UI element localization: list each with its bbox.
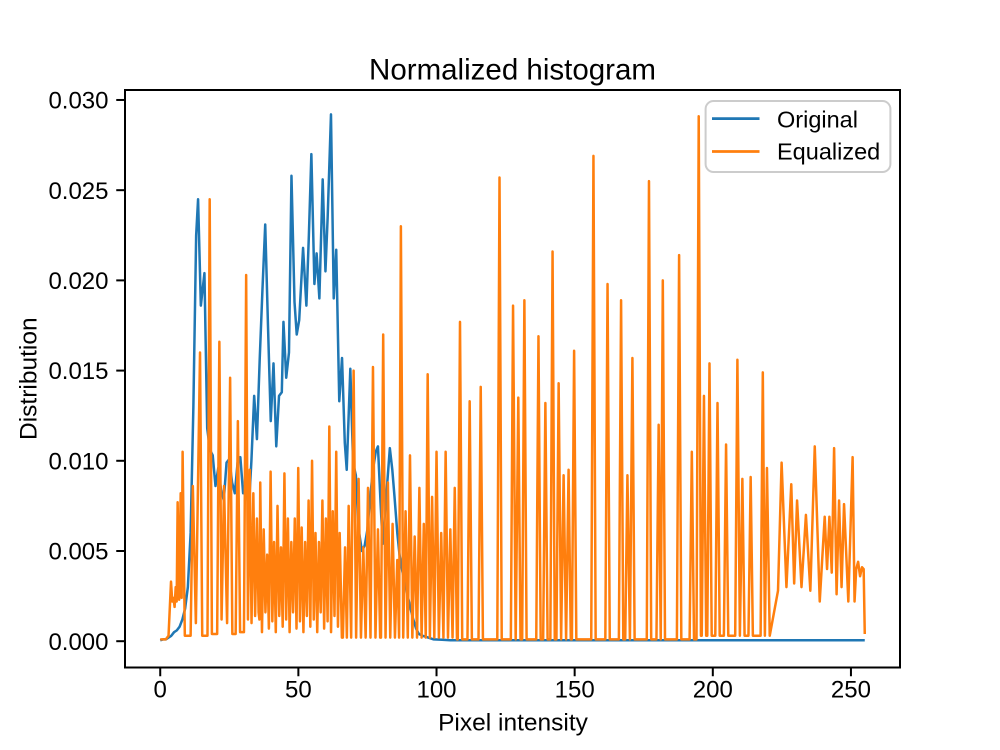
svg-text:50: 50: [285, 677, 312, 704]
svg-text:Normalized histogram: Normalized histogram: [369, 54, 656, 87]
svg-text:Pixel intensity: Pixel intensity: [438, 710, 589, 737]
svg-text:0.000: 0.000: [48, 629, 108, 656]
svg-text:0.025: 0.025: [48, 178, 108, 205]
svg-text:250: 250: [831, 677, 871, 704]
svg-text:150: 150: [555, 677, 595, 704]
svg-text:200: 200: [693, 677, 733, 704]
svg-text:100: 100: [416, 677, 456, 704]
svg-text:Distribution: Distribution: [16, 317, 43, 440]
svg-text:0.005: 0.005: [48, 539, 108, 566]
svg-text:Equalized: Equalized: [777, 138, 880, 164]
svg-text:0.010: 0.010: [48, 448, 108, 475]
svg-text:0.020: 0.020: [48, 268, 108, 295]
svg-text:0: 0: [154, 677, 167, 704]
svg-text:0.030: 0.030: [48, 88, 108, 115]
svg-text:0.015: 0.015: [48, 358, 108, 385]
svg-text:Original: Original: [777, 106, 858, 132]
